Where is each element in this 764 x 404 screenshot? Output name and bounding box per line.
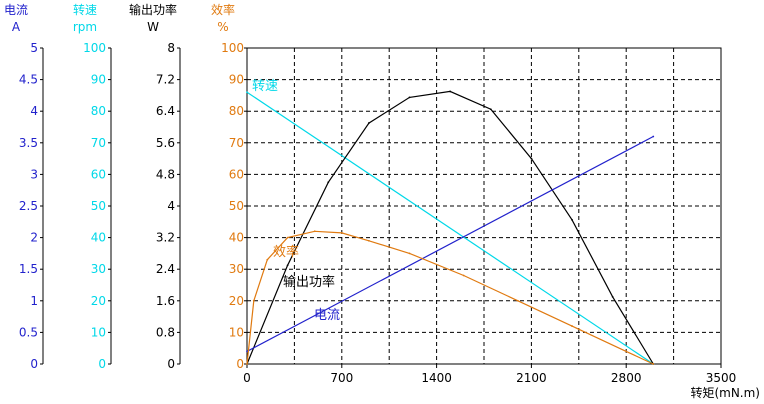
power-axis-tick-label: 8 (167, 41, 175, 55)
speed-axis-tick-label: 20 (91, 294, 106, 308)
efficiency-point (652, 363, 655, 365)
speed-axis-tick-label: 40 (91, 231, 106, 245)
power-point (327, 181, 330, 184)
efficiency-axis-tick-label: 70 (229, 136, 244, 150)
current-axis-tick-label: 2.5 (19, 199, 38, 213)
efficiency-point (516, 299, 519, 302)
speed-axis-tick-label: 50 (91, 199, 106, 213)
current-axis-tick-label: 3 (30, 167, 38, 181)
current-axis-tick-label: 4.5 (19, 73, 38, 87)
current-axis-tick-label: 0 (30, 357, 38, 371)
efficiency-point (252, 299, 255, 302)
power-axis-tick-label: 2.4 (156, 262, 175, 276)
speed-axis-title: 转速 (73, 2, 97, 17)
speed-axis-tick-label: 30 (91, 262, 106, 276)
speed-axis-tick-label: 80 (91, 104, 106, 118)
efficiency-point (625, 350, 628, 353)
power-point (286, 264, 289, 267)
power-axis-tick-label: 7.2 (156, 73, 175, 87)
current-axis-unit: A (12, 20, 21, 34)
power-point (611, 295, 614, 298)
speed-series-label: 转速 (252, 79, 278, 94)
current-axis-tick-label: 2 (30, 231, 38, 245)
power-axis-tick-label: 4.8 (156, 167, 175, 181)
power-axis-tick-label: 0.8 (156, 325, 175, 339)
efficiency-axis-tick-label: 60 (229, 167, 244, 181)
power-axis-tick-label: 5.6 (156, 136, 175, 150)
power-axis-tick-label: 3.2 (156, 231, 175, 245)
x-axis-tick-label: 0 (243, 371, 251, 385)
current-axis-tick-label: 1.5 (19, 262, 38, 276)
efficiency-axis-tick-label: 80 (229, 104, 244, 118)
efficiency-axis-tick-label: 10 (229, 325, 244, 339)
efficiency-axis-tick-label: 30 (229, 262, 244, 276)
speed-axis-tick-label: 100 (83, 41, 106, 55)
power-point (571, 218, 573, 221)
speed-axis-tick-label: 0 (98, 357, 106, 371)
efficiency-point (462, 274, 465, 277)
current-axis-tick-label: 3.5 (19, 136, 38, 150)
power-point (408, 96, 411, 99)
efficiency-axis-tick-label: 90 (229, 73, 244, 87)
power-axis-tick-label: 6.4 (156, 104, 175, 118)
speed-series-line (246, 91, 654, 365)
speed-axis-tick-label: 10 (91, 325, 106, 339)
efficiency-axis-tick-label: 100 (221, 41, 244, 55)
efficiency-point (408, 252, 411, 255)
power-point (449, 90, 452, 93)
current-series-label: 电流 (314, 308, 340, 323)
efficiency-point (286, 236, 289, 239)
power-axis-tick-label: 0 (167, 357, 175, 371)
efficiency-axis-tick-label: 50 (229, 199, 244, 213)
x-axis-tick-label: 2100 (516, 371, 547, 385)
efficiency-point (246, 363, 248, 365)
speed-axis-tick-label: 90 (91, 73, 106, 87)
x-axis-tick-label: 2800 (611, 371, 642, 385)
power-point (489, 108, 492, 111)
current-axis-tick-label: 0.5 (19, 325, 38, 339)
current-axis-title: 电流 (4, 3, 28, 17)
current-point (246, 350, 248, 353)
power-axis-tick-label: 4 (167, 199, 175, 213)
x-axis-label: 转矩(mN.m) (690, 385, 760, 400)
current-axis-tick-label: 1 (30, 294, 38, 308)
power-point (367, 122, 370, 124)
efficiency-axis-tick-label: 20 (229, 294, 244, 308)
x-axis-tick-label: 3500 (706, 371, 737, 385)
efficiency-point (367, 239, 370, 242)
speed-axis-tick-label: 60 (91, 167, 106, 181)
power-series-label: 输出功率 (283, 274, 335, 290)
power-axis-unit: W (147, 20, 159, 34)
efficiency-axis-tick-label: 0 (236, 357, 244, 371)
speed-axis-tick-label: 70 (91, 136, 106, 150)
efficiency-point (266, 258, 269, 261)
efficiency-point (340, 231, 343, 234)
power-axis-title: 输出功率 (129, 2, 177, 17)
speed-point (246, 91, 248, 94)
current-axis-tick-label: 5 (30, 41, 38, 55)
x-axis-tick-label: 700 (330, 371, 353, 385)
efficiency-axis-title: 效率 (211, 2, 235, 17)
current-axis-tick-label: 4 (30, 104, 38, 118)
power-axis-tick-label: 1.6 (156, 294, 175, 308)
x-axis-tick-label: 1400 (421, 371, 452, 385)
efficiency-point (571, 325, 573, 327)
efficiency-axis-unit: % (217, 20, 228, 34)
efficiency-point (313, 230, 316, 233)
speed-axis-unit: rpm (73, 20, 97, 34)
current-point (652, 135, 655, 138)
efficiency-axis-tick-label: 40 (229, 231, 244, 245)
current-series-line (246, 135, 654, 352)
power-point (530, 157, 533, 160)
efficiency-series-label: 效率 (273, 244, 299, 260)
